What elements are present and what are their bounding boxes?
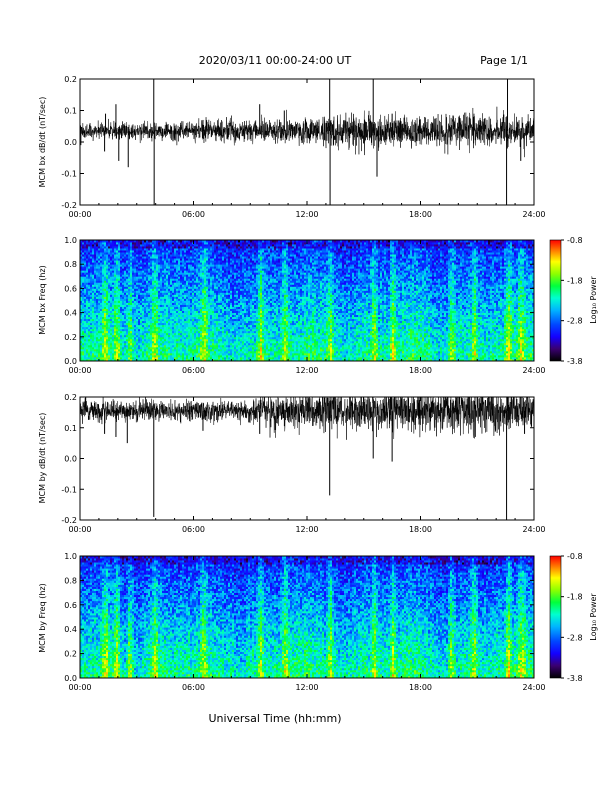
x-tick-label: 24:00 bbox=[522, 210, 545, 219]
bx-dbdt-ylabel: MCM bx dB/dt (nT/sec) bbox=[38, 97, 47, 188]
x-tick-label: 12:00 bbox=[295, 210, 318, 219]
bx-dbdt-panel: 00:00 06:00 12:00 18:00 24:00 -0.2 -0.1 0.0 0.1 0… bbox=[38, 75, 546, 219]
bx-spectrogram-panel: 00:00 06:00 12:00 18:00 24:000.00.20.40.60.8… bbox=[38, 236, 598, 375]
bx-dbdt-trace bbox=[80, 79, 534, 205]
trace-line bbox=[80, 107, 534, 157]
chart-title: 2020/03/11 00:00-24:00 UT bbox=[199, 54, 352, 67]
y-tick-label: 0.0 bbox=[64, 138, 77, 147]
page-indicator: Page 1/1 bbox=[480, 54, 528, 67]
y-tick-label: -0.1 bbox=[61, 170, 77, 179]
y-tick-label: 0.1 bbox=[64, 107, 77, 116]
bx-dbdt-axes: 00:00 06:00 12:00 18:00 24:00 -0.2 -0.1 0.0 0.1 0… bbox=[61, 75, 545, 219]
bx-spectrogram bbox=[80, 240, 534, 361]
x-tick-label: 00:00 bbox=[68, 210, 91, 219]
y-tick-label: -0.2 bbox=[61, 201, 77, 210]
x-tick-label: 18:00 bbox=[409, 210, 432, 219]
y-tick-label: 0.2 bbox=[64, 75, 77, 84]
x-tick-label: 06:00 bbox=[182, 210, 205, 219]
